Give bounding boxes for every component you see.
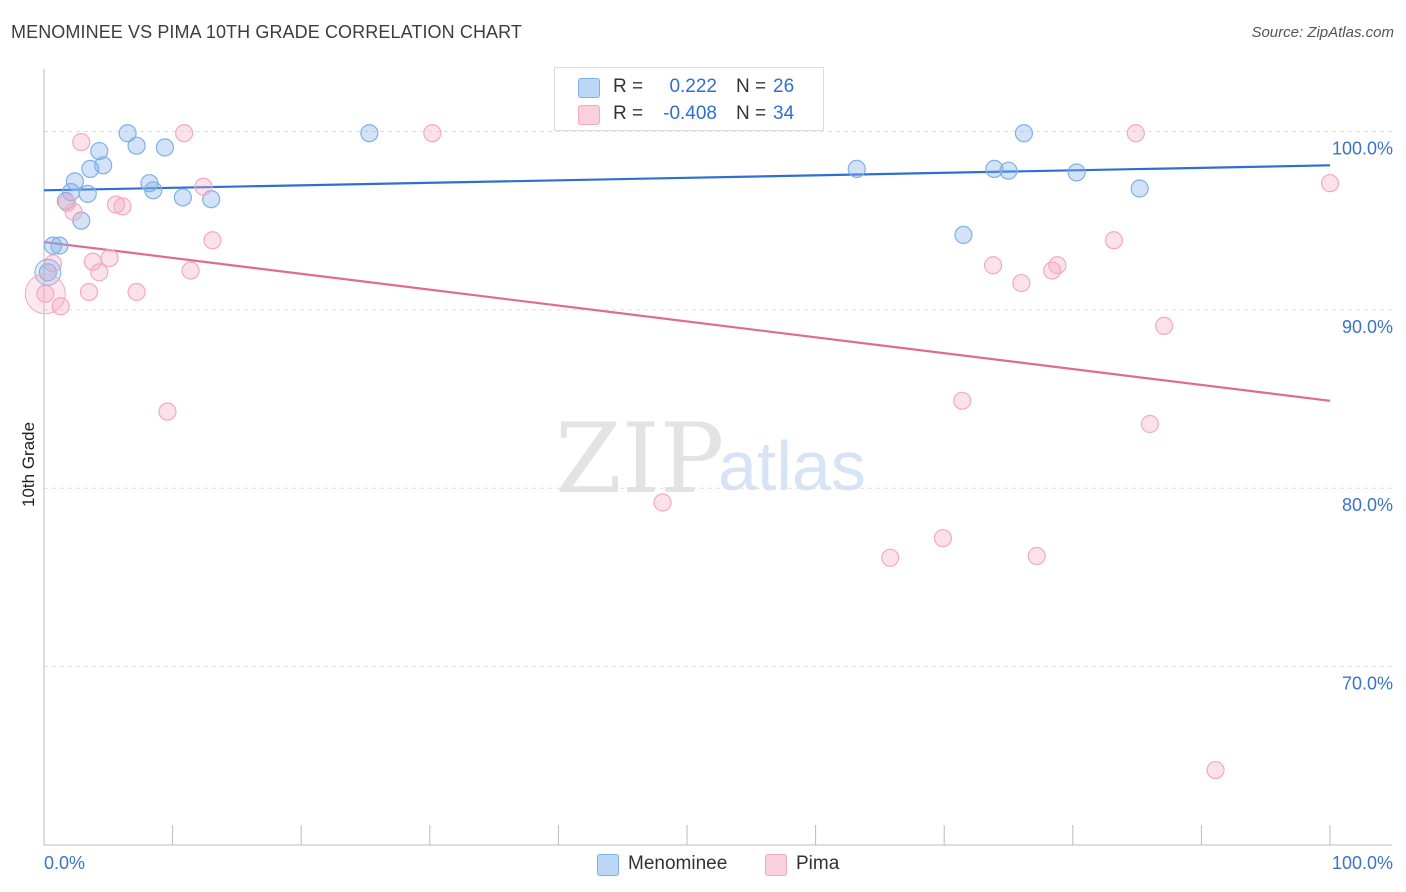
n-label: N =: [736, 103, 767, 124]
pima-point: [1126, 124, 1145, 143]
menominee-point: [1067, 163, 1086, 182]
menominee-point: [173, 188, 192, 207]
menominee-point: [78, 184, 97, 203]
menominee-point: [954, 225, 973, 245]
trend-lines: [43, 164, 1331, 402]
pima-point: [175, 124, 194, 143]
menominee-legend-label: Menominee: [628, 853, 728, 874]
pima-point: [64, 202, 83, 221]
pima-point: [100, 248, 119, 268]
menominee-point: [155, 138, 174, 157]
pima-point: [72, 133, 91, 152]
watermark-zip: ZIP: [555, 403, 724, 515]
menominee-trend-line: [43, 164, 1331, 192]
pima-point: [158, 402, 177, 421]
pima-point: [79, 282, 99, 302]
pima-point: [127, 282, 146, 302]
pima-point: [653, 493, 672, 512]
y-tick-labels: 70.0% 80.0% 90.0% 100.0%: [1332, 138, 1393, 693]
pima-point: [933, 529, 953, 548]
y-tick-label: 100.0%: [1332, 138, 1393, 158]
x-tick-label-min: 0.0%: [44, 853, 85, 873]
pima-legend-swatch: [765, 854, 787, 876]
pima-point: [203, 231, 222, 250]
pima-point: [953, 391, 972, 410]
menominee-point: [847, 159, 866, 178]
menominee-point: [38, 263, 57, 282]
y-tick-label: 90.0%: [1342, 317, 1393, 337]
n-label: N =: [736, 76, 767, 97]
menominee-point: [90, 141, 109, 161]
pima-point: [194, 177, 213, 196]
pima-legend-label: Pima: [796, 853, 840, 874]
pima-point: [181, 261, 200, 280]
pima-point: [58, 193, 77, 212]
menominee-point: [985, 159, 1004, 178]
menominee-point: [50, 236, 69, 255]
r-label: R =: [613, 76, 644, 97]
menominee-cluster-point: [34, 258, 62, 286]
pima-point: [1012, 273, 1031, 293]
n-value: 26: [773, 76, 795, 97]
zipatlas-watermark: ZIP atlas: [555, 403, 866, 515]
pima-trend-line: [43, 240, 1331, 402]
pima-point: [1155, 316, 1174, 335]
pima-point: [1048, 256, 1067, 275]
menominee-point: [1014, 124, 1034, 143]
n-value: 34: [773, 103, 795, 124]
pima-point: [1206, 760, 1225, 780]
pima-point: [881, 548, 900, 567]
menominee-point: [118, 124, 137, 143]
y-tick-label: 80.0%: [1342, 495, 1393, 515]
r-label: R =: [613, 103, 644, 124]
x-tick-labels: 0.0% 100.0%: [44, 853, 1393, 873]
watermark-atlas: atlas: [718, 427, 866, 505]
pima-point: [423, 124, 442, 143]
pima-point: [1104, 231, 1124, 250]
axes: [43, 69, 1392, 846]
r-value: -0.408: [663, 103, 717, 124]
menominee-swatch: [578, 78, 600, 98]
grid-lines: [44, 130, 1392, 668]
pima-point: [1027, 546, 1046, 566]
series-legend: Menominee Pima: [597, 852, 857, 876]
pima-swatch: [578, 105, 600, 125]
pima-point: [983, 256, 1003, 275]
source-label: Source: ZipAtlas.com: [1251, 24, 1394, 41]
menominee-point: [127, 136, 146, 155]
x-tick-label-max: 100.0%: [1332, 853, 1393, 873]
pima-point: [113, 197, 132, 216]
menominee-point: [144, 181, 163, 200]
data-points: [24, 124, 1340, 780]
pima-point: [106, 195, 126, 214]
y-axis-label: 10th Grade: [19, 421, 38, 507]
r-value: 0.222: [669, 76, 717, 97]
pima-point: [1043, 261, 1062, 280]
menominee-legend-swatch: [597, 854, 619, 876]
menominee-point: [94, 156, 113, 175]
pima-point: [1320, 174, 1340, 193]
pima-point: [90, 263, 109, 282]
menominee-point: [43, 236, 63, 255]
pima-point: [1140, 414, 1160, 434]
menominee-point: [1130, 179, 1149, 198]
menominee-point: [65, 172, 84, 191]
correlation-legend: R = 0.222 N = 26 R = -0.408 N = 34: [554, 67, 824, 131]
y-tick-label: 70.0%: [1342, 674, 1393, 694]
menominee-point: [360, 124, 379, 143]
pima-cluster-point: [24, 273, 66, 315]
chart-title: MENOMINEE VS PIMA 10TH GRADE CORRELATION…: [11, 22, 523, 42]
menominee-point: [999, 161, 1018, 180]
